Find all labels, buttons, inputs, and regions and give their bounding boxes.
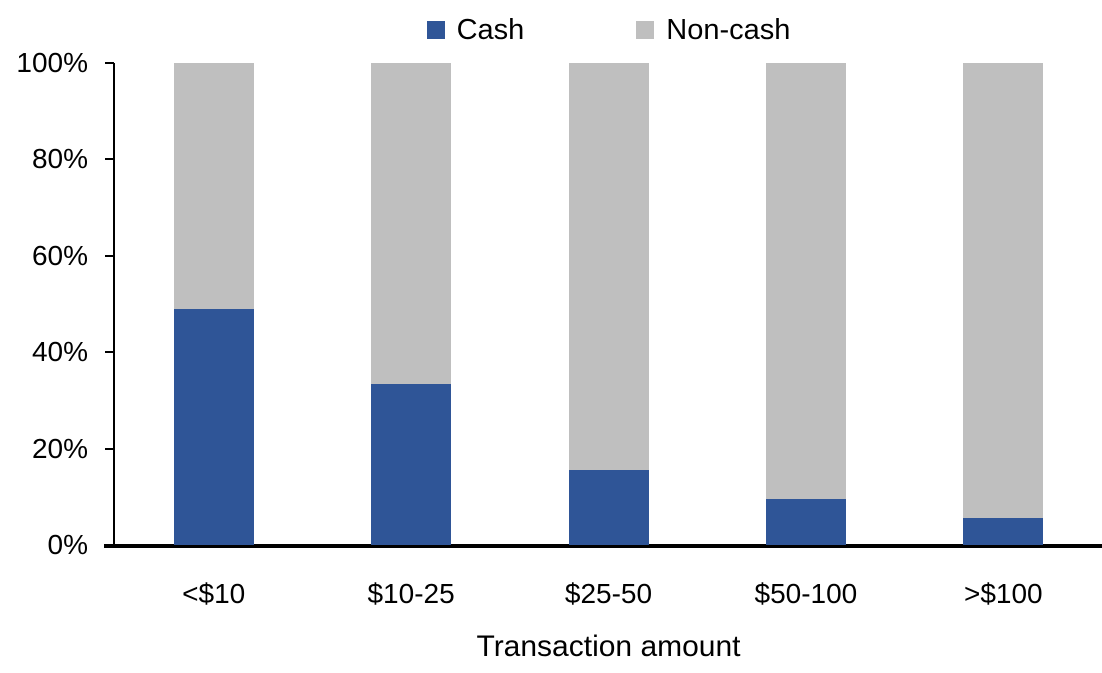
bar-group-5: [963, 63, 1044, 545]
legend-item-cash: Cash: [426, 13, 525, 47]
x-axis-title: Transaction amount: [476, 630, 741, 663]
y-axis-tick-mark: [105, 62, 114, 64]
noncash-segment: [371, 63, 452, 384]
cash-segment: [371, 384, 452, 545]
y-axis-tick-mark: [105, 447, 114, 450]
x-axis-category-label: <$10: [182, 578, 246, 609]
y-axis-tick-label: 60%: [31, 239, 88, 271]
bar-group-4: [765, 63, 846, 545]
x-axis-category-label: $25-50: [564, 578, 653, 609]
cash-segment: [173, 309, 254, 545]
y-axis-line: [113, 63, 115, 548]
noncash-legend-label: Non-cash: [666, 14, 791, 46]
y-axis-tick-mark: [105, 158, 114, 161]
noncash-segment: [173, 63, 254, 309]
y-axis-tick-label: 80%: [31, 143, 88, 175]
bar-group-3: [568, 63, 649, 545]
noncash-legend-swatch: [636, 21, 655, 39]
noncash-segment: [765, 63, 846, 499]
y-axis-tick-label: 20%: [31, 432, 88, 464]
x-axis-category-label: >$100: [963, 578, 1043, 609]
cash-segment: [568, 470, 649, 545]
y-axis-tick-label: 0%: [47, 529, 88, 560]
legend-item-noncash: Non-cash: [636, 13, 790, 47]
noncash-segment: [568, 63, 649, 470]
x-axis-category-label: $50-100: [754, 578, 858, 609]
y-axis-tick-mark: [105, 544, 114, 546]
chart-legend: Cash Non-cash: [115, 10, 1102, 50]
cash-legend-label: Cash: [456, 14, 525, 46]
cash-legend-swatch: [426, 21, 445, 39]
cash-segment: [765, 499, 846, 545]
y-axis-tick-label: 40%: [31, 336, 88, 368]
x-axis-line: [104, 544, 1102, 548]
x-axis-category-label: $10-25: [367, 578, 455, 609]
noncash-segment: [963, 63, 1044, 518]
y-axis-tick-mark: [105, 254, 114, 257]
cash-segment: [963, 518, 1044, 545]
bar-group-1: [173, 63, 254, 545]
bar-group-2: [371, 63, 452, 545]
y-axis-tick-mark: [105, 351, 114, 354]
y-axis-tick-label: 100%: [16, 47, 88, 78]
